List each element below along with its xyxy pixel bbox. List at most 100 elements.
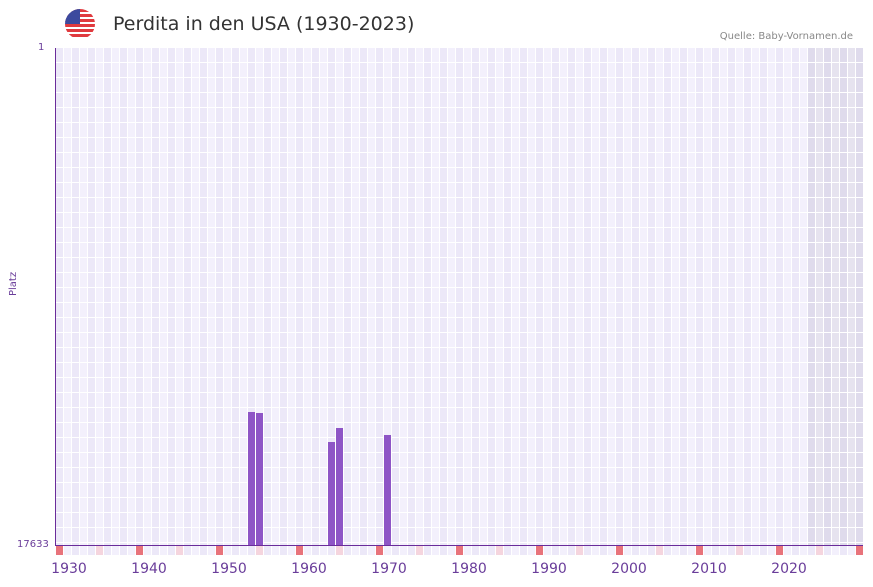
usa-flag-icon — [65, 9, 95, 39]
bar-1952[interactable] — [248, 412, 255, 545]
x-tick-1980: 1980 — [451, 561, 487, 577]
year-cell — [784, 546, 791, 555]
year-cell — [688, 546, 695, 555]
year-cell — [808, 546, 815, 555]
year-cell — [424, 546, 431, 555]
decade-marker — [56, 546, 63, 555]
x-tick-2010: 2010 — [691, 561, 727, 577]
year-cell — [472, 546, 479, 555]
decade-marker — [536, 546, 543, 555]
year-cell — [160, 546, 167, 555]
year-cell — [632, 546, 639, 555]
x-tick-1950: 1950 — [211, 561, 247, 577]
year-cell — [392, 546, 399, 555]
year-cell — [608, 546, 615, 555]
year-cell — [528, 546, 535, 555]
year-cell — [224, 546, 231, 555]
year-cell — [648, 546, 655, 555]
year-cell — [744, 546, 751, 555]
half-decade-marker — [336, 546, 343, 555]
bar-1963[interactable] — [336, 427, 343, 545]
year-cell — [544, 546, 551, 555]
year-cell — [320, 546, 327, 555]
year-cell — [712, 546, 719, 555]
decade-marker — [296, 546, 303, 555]
decade-marker — [696, 546, 703, 555]
year-cell — [488, 546, 495, 555]
year-cell — [264, 546, 271, 555]
year-cell — [192, 546, 199, 555]
year-cell — [440, 546, 447, 555]
x-tick-2020: 2020 — [771, 561, 807, 577]
chart-title: Perdita in den USA (1930-2023) — [113, 13, 415, 35]
year-cell — [704, 546, 711, 555]
y-tick-top: 1 — [38, 42, 45, 53]
x-axis-line — [55, 545, 863, 546]
decade-marker — [856, 546, 863, 555]
year-cell — [120, 546, 127, 555]
year-cell — [504, 546, 511, 555]
y-axis-line — [55, 48, 56, 546]
year-cell — [240, 546, 247, 555]
half-decade-marker — [416, 546, 423, 555]
year-cell — [624, 546, 631, 555]
year-cell — [360, 546, 367, 555]
year-cell — [288, 546, 295, 555]
x-tick-1970: 1970 — [371, 561, 407, 577]
year-cell — [312, 546, 319, 555]
year-cell — [640, 546, 647, 555]
year-cell — [88, 546, 95, 555]
half-decade-marker — [176, 546, 183, 555]
x-tick-1930: 1930 — [51, 561, 87, 577]
year-cell — [552, 546, 559, 555]
year-cell — [840, 546, 847, 555]
year-cell — [664, 546, 671, 555]
year-cell — [768, 546, 775, 555]
year-cell — [280, 546, 287, 555]
year-cell — [672, 546, 679, 555]
x-tick-2000: 2000 — [611, 561, 647, 577]
year-cell — [200, 546, 207, 555]
decade-marker — [776, 546, 783, 555]
year-cell — [80, 546, 87, 555]
year-cell — [760, 546, 767, 555]
year-cell — [432, 546, 439, 555]
year-cell — [464, 546, 471, 555]
decade-marker — [216, 546, 223, 555]
year-cell — [104, 546, 111, 555]
year-cell — [272, 546, 279, 555]
year-cell — [728, 546, 735, 555]
year-cell — [184, 546, 191, 555]
year-cell — [448, 546, 455, 555]
bar-1969[interactable] — [384, 435, 391, 545]
source-credit: Quelle: Baby-Vornamen.de — [719, 31, 853, 42]
half-decade-marker — [656, 546, 663, 555]
year-cell — [328, 546, 335, 555]
year-cell — [400, 546, 407, 555]
year-cell — [344, 546, 351, 555]
x-tick-1960: 1960 — [291, 561, 327, 577]
year-cell — [208, 546, 215, 555]
year-cell — [408, 546, 415, 555]
year-cell — [168, 546, 175, 555]
year-cell — [800, 546, 807, 555]
year-cell — [152, 546, 159, 555]
year-cell — [832, 546, 839, 555]
year-cell — [72, 546, 79, 555]
half-decade-marker — [256, 546, 263, 555]
year-cell — [848, 546, 855, 555]
bar-1953[interactable] — [256, 412, 263, 545]
half-decade-marker — [736, 546, 743, 555]
plot-grid — [56, 48, 863, 545]
year-cell — [592, 546, 599, 555]
x-tick-1940: 1940 — [131, 561, 167, 577]
year-cell — [384, 546, 391, 555]
year-cell — [680, 546, 687, 555]
year-cell — [792, 546, 799, 555]
year-cell — [752, 546, 759, 555]
half-decade-marker — [816, 546, 823, 555]
decade-marker — [376, 546, 383, 555]
bar-1962[interactable] — [328, 442, 335, 545]
year-cell — [600, 546, 607, 555]
year-cell — [824, 546, 831, 555]
